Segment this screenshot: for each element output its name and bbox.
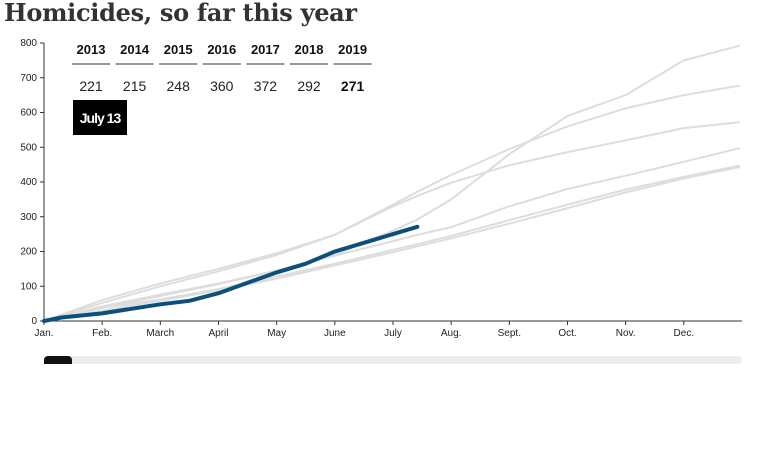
year-total-2016: 360 (210, 78, 234, 94)
y-tick-label: 400 (20, 177, 37, 188)
year-total-2015: 248 (167, 78, 191, 94)
y-tick-label: 300 (20, 212, 37, 223)
y-tick-label: 500 (20, 142, 37, 153)
x-tick-label: Jan. (35, 328, 54, 339)
series-line-2014 (43, 166, 741, 322)
x-tick-label: May (267, 328, 286, 339)
x-tick-label: Dec. (674, 328, 695, 339)
year-header-2014: 2014 (120, 42, 150, 57)
year-total-2018: 292 (297, 78, 321, 94)
series-line-2015 (43, 147, 741, 322)
series-line-2018 (43, 44, 741, 322)
x-tick-label: Oct. (558, 328, 576, 339)
year-header-2015: 2015 (164, 42, 193, 57)
series-line-2016 (43, 121, 741, 322)
series-line-2017 (43, 84, 741, 322)
y-tick-label: 0 (31, 316, 37, 327)
x-tick-label: April (208, 328, 228, 339)
y-tick-label: 800 (20, 38, 37, 49)
year-header-2018: 2018 (295, 42, 324, 57)
year-total-2013: 221 (79, 78, 103, 94)
year-total-2014: 215 (123, 78, 147, 94)
y-tick-label: 200 (20, 247, 37, 258)
series-line-2013 (43, 164, 741, 322)
x-tick-label: June (324, 328, 346, 339)
current-date-badge (73, 100, 127, 135)
x-tick-label: March (146, 328, 174, 339)
year-total-2019: 271 (341, 78, 365, 94)
y-tick-label: 600 (20, 108, 37, 119)
current-date-label: July 13 (80, 110, 122, 126)
x-tick-label: Sept. (498, 328, 521, 339)
year-header-2016: 2016 (207, 42, 236, 57)
series-line-2019 (42, 224, 420, 323)
x-tick-label: Nov. (616, 328, 636, 339)
year-header-2017: 2017 (251, 42, 280, 57)
y-tick-label: 100 (20, 281, 37, 292)
year-header-2019: 2019 (338, 42, 367, 57)
x-tick-label: Feb. (92, 328, 112, 339)
series-lines (42, 44, 741, 323)
axes: 0 100 200 300 400 500 600 700 800 Jan. Feb. March Ap… (20, 38, 742, 339)
x-tick-label: July (384, 328, 402, 339)
horizontal-scrollbar[interactable] (44, 356, 742, 364)
year-header-2013: 2013 (77, 42, 106, 57)
scrollbar-thumb[interactable] (44, 356, 72, 364)
chart-title: Homicides, so far this year (4, 0, 357, 27)
year-total-2017: 372 (254, 78, 278, 94)
year-totals-table: 2013 221 2014 215 2015 248 2016 360 2017 372 2018 2… (72, 42, 372, 135)
y-tick-label: 700 (20, 73, 37, 84)
x-tick-label: Aug. (441, 328, 462, 339)
